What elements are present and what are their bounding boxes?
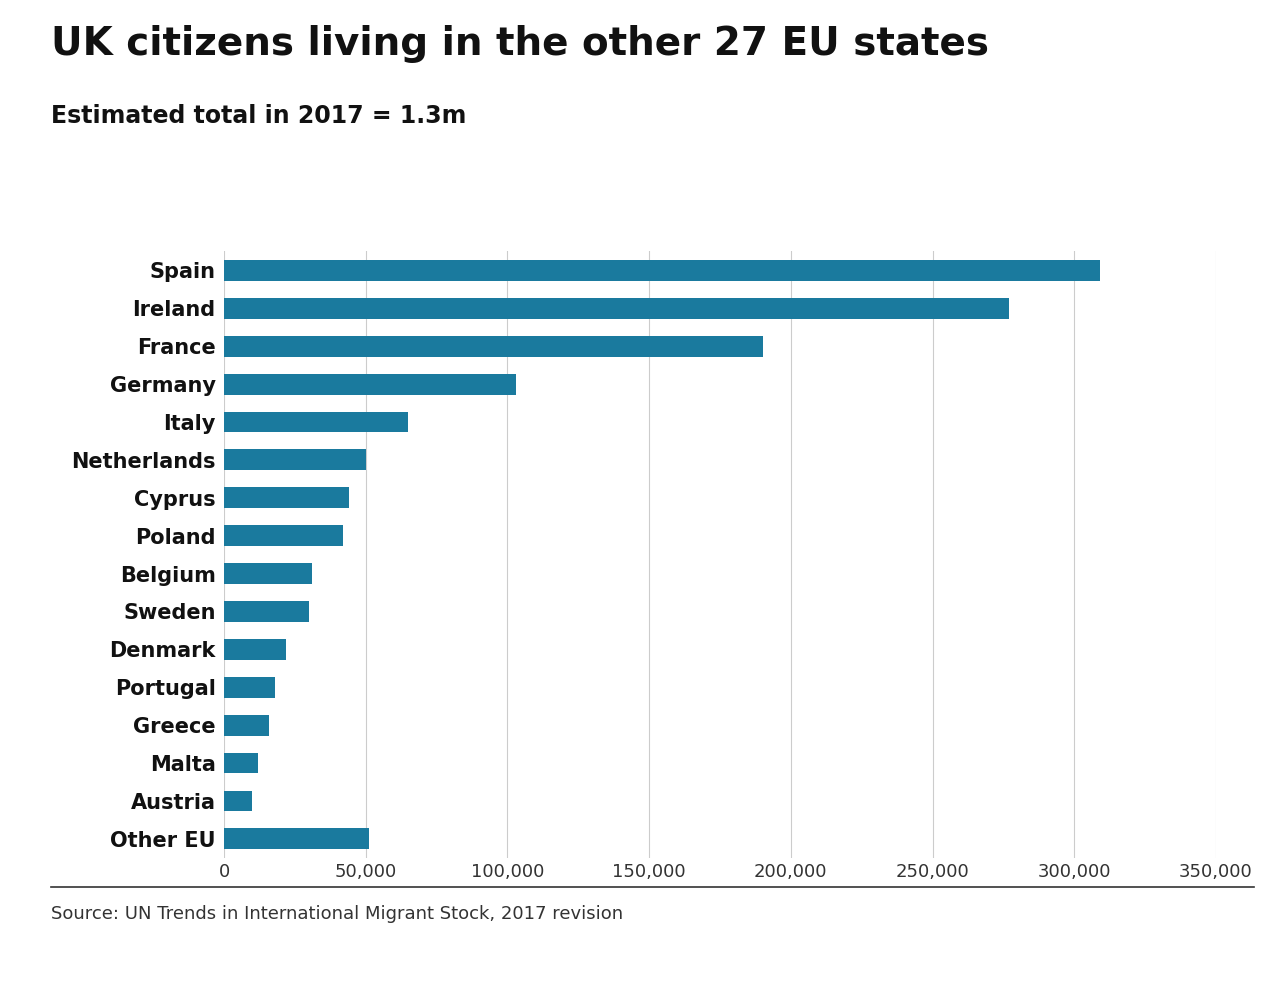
Text: UK citizens living in the other 27 EU states: UK citizens living in the other 27 EU st… [51, 25, 989, 63]
Bar [224, 336, 763, 357]
Bar [224, 715, 269, 736]
Text: Source: UN Trends in International Migrant Stock, 2017 revision: Source: UN Trends in International Migra… [51, 905, 623, 923]
Bar [224, 374, 516, 394]
Bar [224, 828, 369, 849]
Bar [224, 563, 312, 584]
Text: Estimated total in 2017 = 1.3m: Estimated total in 2017 = 1.3m [51, 104, 467, 127]
Text: C: C [1225, 923, 1240, 943]
Bar [224, 601, 308, 622]
Bar [224, 791, 252, 811]
Bar [224, 487, 348, 508]
Bar [224, 411, 408, 433]
Bar [224, 526, 343, 546]
Text: B: B [1128, 923, 1143, 943]
Bar [224, 450, 366, 470]
Bar [224, 752, 259, 773]
Bar [224, 676, 275, 698]
Bar [224, 639, 287, 660]
Bar [224, 260, 1100, 281]
Text: B: B [1176, 923, 1192, 943]
Bar [224, 298, 1009, 318]
